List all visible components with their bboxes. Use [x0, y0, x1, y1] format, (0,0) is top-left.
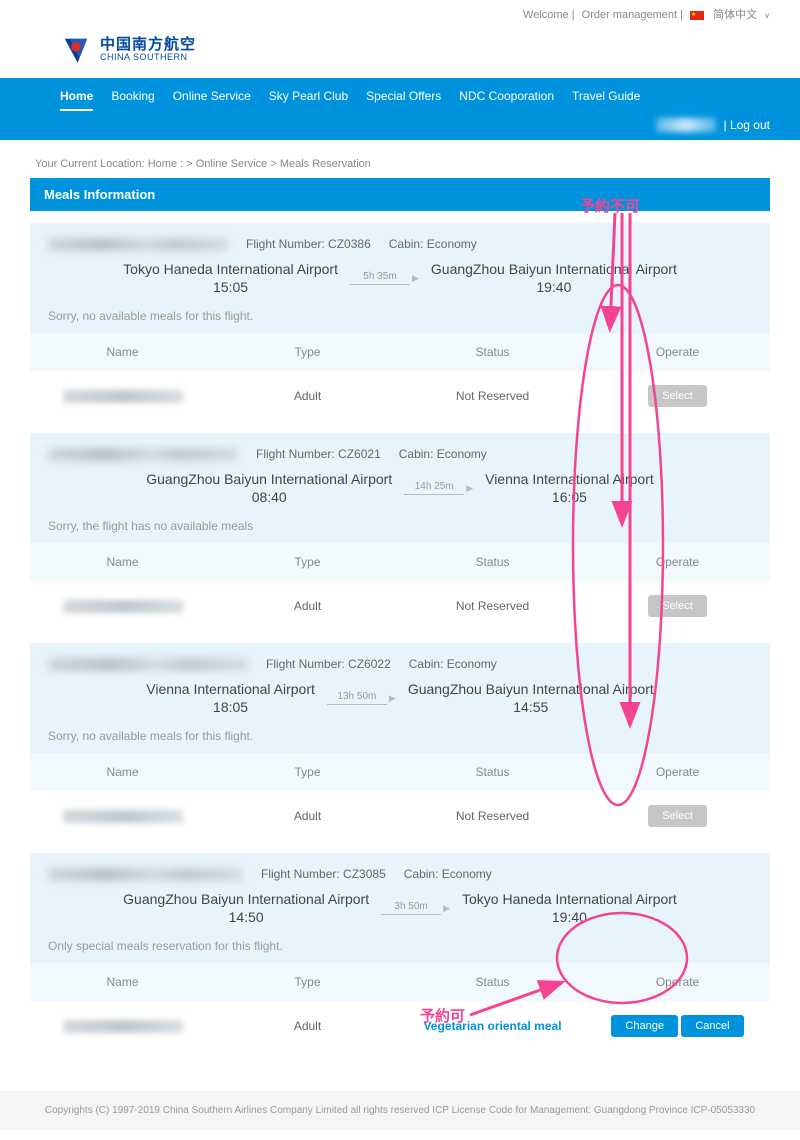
flight-card-3: Flight Number: CZ6022 Cabin: Economy Vie…: [30, 643, 770, 841]
f3-cabin: Economy: [447, 657, 497, 671]
navbar: Home Booking Online Service Sky Pearl Cl…: [0, 78, 800, 140]
topbar: Welcome | Order management | 简体中文 ∨: [0, 0, 800, 26]
f1-status: Not Reserved: [400, 389, 585, 403]
nav-links: Home Booking Online Service Sky Pearl Cl…: [60, 78, 740, 111]
logo-cn: 中国南方航空: [100, 37, 196, 54]
main-content: Your Current Location: Home : > Online S…: [0, 140, 800, 1081]
language-selector[interactable]: 简体中文: [713, 9, 757, 21]
f2-select-button: Select: [648, 595, 707, 617]
nav-home[interactable]: Home: [60, 89, 93, 111]
col-type: Type: [215, 345, 400, 359]
f2-totime: 16:05: [485, 489, 654, 505]
airline-logo-icon: [60, 34, 92, 66]
bc-sep: : >: [180, 158, 196, 170]
f2-notice: Sorry, the flight has no available meals: [48, 519, 752, 533]
f1-dur: 5h 35m: [350, 271, 410, 285]
label-flightno: Flight Number:: [246, 237, 325, 251]
f1-select-button: Select: [648, 385, 707, 407]
f1-fromtime: 15:05: [123, 279, 338, 295]
cn-flag-icon: [690, 11, 704, 20]
logo-area[interactable]: 中国南方航空 CHINA SOUTHERN: [0, 26, 800, 78]
passenger-redacted: [63, 600, 183, 613]
redacted-date-2: [48, 448, 238, 461]
logo-en: CHINA SOUTHERN: [100, 53, 196, 63]
f3-notice: Sorry, no available meals for this fligh…: [48, 729, 752, 743]
arrow-icon: ▶: [389, 693, 396, 704]
f2-fromtime: 08:40: [146, 489, 392, 505]
f3-to: GuangZhou Baiyun International Airport: [408, 681, 654, 697]
f1-type: Adult: [215, 389, 400, 403]
f3-totime: 14:55: [408, 699, 654, 715]
cancel-button[interactable]: Cancel: [681, 1015, 743, 1037]
f1-from: Tokyo Haneda International Airport: [123, 261, 338, 277]
bc-prefix: Your Current Location:: [35, 158, 145, 170]
f1-totime: 19:40: [431, 279, 677, 295]
f4-from: GuangZhou Baiyun International Airport: [123, 891, 369, 907]
f4-status: Vegetarian oriental meal: [400, 1019, 585, 1033]
f3-from: Vienna International Airport: [146, 681, 315, 697]
breadcrumb: Your Current Location: Home : > Online S…: [30, 150, 770, 178]
bc-sep2: >: [270, 158, 279, 170]
nav-travel-guide[interactable]: Travel Guide: [572, 89, 640, 111]
redacted-date-4: [48, 868, 243, 881]
bc-home[interactable]: Home: [148, 158, 177, 170]
redacted-date-3: [48, 658, 248, 671]
f3-select-button: Select: [648, 805, 707, 827]
col-operate: Operate: [585, 345, 770, 359]
nav-ndc[interactable]: NDC Cooporation: [459, 89, 554, 111]
f2-cabin: Economy: [437, 447, 487, 461]
logo-text: 中国南方航空 CHINA SOUTHERN: [100, 37, 196, 63]
f1-to: GuangZhou Baiyun International Airport: [431, 261, 677, 277]
f2-from: GuangZhou Baiyun International Airport: [146, 471, 392, 487]
f3-fromtime: 18:05: [146, 699, 315, 715]
user-row: | Log out: [656, 118, 771, 132]
f1-cabin: Economy: [427, 237, 477, 251]
label-cabin: Cabin:: [389, 237, 424, 251]
lang-dropdown-icon[interactable]: ∨: [764, 11, 770, 20]
f2-to: Vienna International Airport: [485, 471, 654, 487]
f4-no: CZ3085: [343, 867, 386, 881]
logout-link[interactable]: | Log out: [724, 118, 771, 132]
section-title: Meals Information: [30, 178, 770, 211]
f3-no: CZ6022: [348, 657, 391, 671]
change-button[interactable]: Change: [611, 1015, 678, 1037]
col-name: Name: [30, 345, 215, 359]
flight-card-2: Flight Number: CZ6021 Cabin: Economy Gua…: [30, 433, 770, 631]
nav-sky-pearl[interactable]: Sky Pearl Club: [269, 89, 348, 111]
f4-fromtime: 14:50: [123, 909, 369, 925]
arrow-icon: ▶: [443, 903, 450, 914]
passenger-redacted: [63, 810, 183, 823]
flight-card-4: Flight Number: CZ3085 Cabin: Economy Gua…: [30, 853, 770, 1051]
f4-dur: 3h 50m: [381, 901, 441, 915]
f1-notice: Sorry, no available meals for this fligh…: [48, 309, 752, 323]
f4-to: Tokyo Haneda International Airport: [462, 891, 677, 907]
nav-online-service[interactable]: Online Service: [173, 89, 251, 111]
username-redacted: [656, 118, 716, 132]
arrow-icon: ▶: [412, 273, 419, 284]
f4-cabin: Economy: [442, 867, 492, 881]
f2-no: CZ6021: [338, 447, 381, 461]
f4-notice: Only special meals reservation for this …: [48, 939, 752, 953]
footer: Copyrights (C) 1997-2019 China Southern …: [0, 1091, 800, 1130]
arrow-icon: ▶: [466, 483, 473, 494]
f3-dur: 13h 50m: [327, 691, 387, 705]
passenger-redacted: [63, 390, 183, 403]
redacted-date-1: [48, 238, 228, 251]
bc-online[interactable]: Online Service: [196, 158, 268, 170]
passenger-redacted: [63, 1020, 183, 1033]
nav-special-offers[interactable]: Special Offers: [366, 89, 441, 111]
f2-dur: 14h 25m: [404, 481, 464, 495]
f1-no: CZ0386: [328, 237, 371, 251]
flight-card-1: Flight Number: CZ0386 Cabin: Economy Tok…: [30, 223, 770, 421]
nav-booking[interactable]: Booking: [111, 89, 154, 111]
col-status: Status: [400, 345, 585, 359]
welcome-text: Welcome |: [523, 9, 575, 21]
order-mgmt-link[interactable]: Order management |: [582, 9, 683, 21]
bc-current: Meals Reservation: [280, 158, 371, 170]
f4-totime: 19:40: [462, 909, 677, 925]
